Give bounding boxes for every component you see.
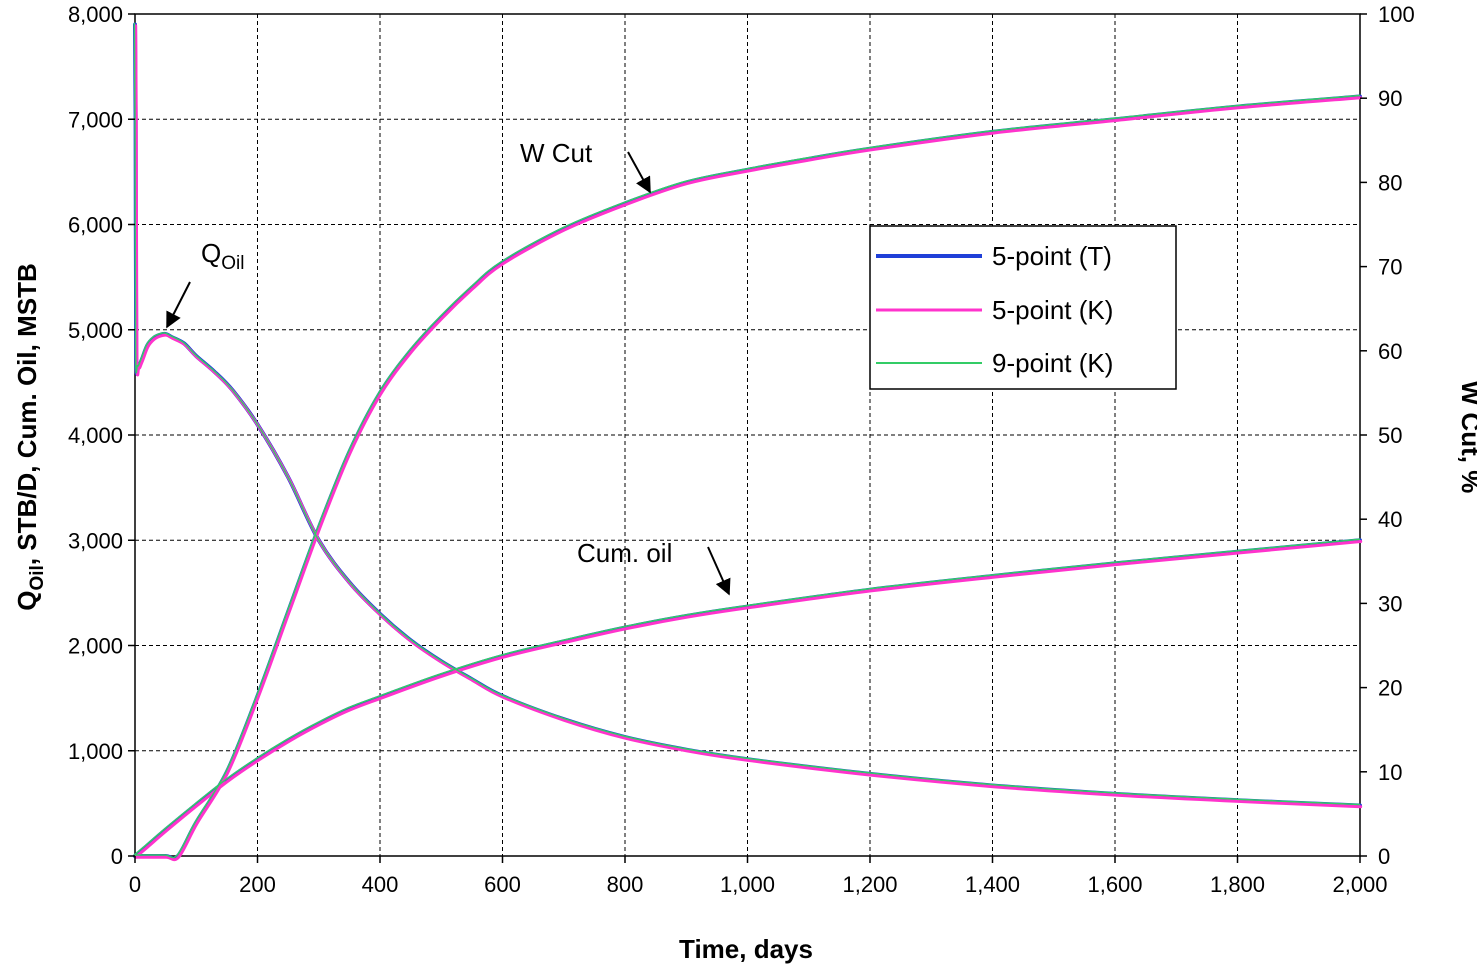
y-left-axis-title: QOil, STB/D, Cum. Oil, MSTB	[12, 263, 48, 610]
legend-label-9-point-k: 9-point (K)	[992, 348, 1113, 378]
annotation-qoil-main: Q	[201, 238, 221, 268]
annotation-qoil: QOil	[166, 238, 244, 329]
y-left-tick-label: 0	[111, 844, 123, 869]
series-layer	[133, 22, 1363, 862]
y-right-tick-label: 70	[1378, 255, 1402, 280]
x-tick-label: 800	[607, 872, 644, 897]
legend: 5-point (T) 5-point (K) 9-point (K)	[869, 225, 1177, 390]
y-right-tick-label: 0	[1378, 844, 1390, 869]
y-right-axis-ticks: 0 10 20 30 40 50 60 70 80 90 100	[1360, 2, 1415, 869]
y-left-title-main: Q	[12, 591, 42, 611]
y-left-title-rest: , STB/D, Cum. Oil, MSTB	[12, 263, 42, 565]
y-left-tick-label: 7,000	[68, 107, 123, 132]
y-right-tick-label: 10	[1378, 760, 1402, 785]
series-line-qoil-5-point-k	[134, 24, 1363, 809]
y-left-title-sub: Oil	[27, 565, 48, 590]
series-line-cumoil-5-point-k	[134, 540, 1363, 859]
y-right-tick-label: 30	[1378, 591, 1402, 616]
y-right-tick-label: 60	[1378, 339, 1402, 364]
grid-lines	[135, 14, 1360, 856]
y-right-tick-label: 80	[1378, 170, 1402, 195]
x-tick-label: 1,000	[720, 872, 775, 897]
y-left-axis-ticks: 0 1,000 2,000 3,000 4,000 5,000 6,000 7,000 8,00…	[68, 2, 135, 869]
x-tick-label: 1,800	[1210, 872, 1265, 897]
y-right-tick-label: 50	[1378, 423, 1402, 448]
y-right-axis-title: W Cut, %	[1456, 381, 1477, 494]
series-line-wcut-5-point-k	[134, 96, 1363, 862]
y-left-tick-label: 4,000	[68, 423, 123, 448]
x-tick-label: 1,600	[1087, 872, 1142, 897]
series-line-wcut-9-point-k	[133, 94, 1361, 859]
x-tick-label: 400	[362, 872, 399, 897]
legend-label-5-point-t: 5-point (T)	[992, 241, 1112, 271]
annotation-qoil-label: QOil	[201, 238, 244, 274]
y-left-tick-label: 3,000	[68, 528, 123, 553]
annotation-cumoil-label: Cum. oil	[577, 538, 672, 568]
y-left-tick-label: 1,000	[68, 739, 123, 764]
legend-box	[869, 225, 1177, 390]
annotation-qoil-sub: Oil	[221, 253, 244, 274]
y-left-tick-label: 2,000	[68, 634, 123, 659]
y-left-tick-label: 8,000	[68, 2, 123, 27]
annotation-qoil-arrow	[166, 281, 191, 329]
x-tick-label: 200	[239, 872, 276, 897]
x-tick-label: 1,200	[842, 872, 897, 897]
x-axis-title: Time, days	[679, 934, 813, 964]
x-tick-label: 2,000	[1332, 872, 1387, 897]
y-right-tick-label: 100	[1378, 2, 1415, 27]
annotation-cumoil-arrow	[707, 546, 731, 596]
x-tick-label: 1,400	[965, 872, 1020, 897]
legend-label-5-point-k: 5-point (K)	[992, 295, 1113, 325]
annotation-wcut-arrow	[627, 151, 651, 194]
series-line-qoil-9-point-k	[133, 22, 1361, 806]
annotation-cumoil: Cum. oil	[577, 538, 731, 596]
y-left-tick-label: 6,000	[68, 213, 123, 238]
y-right-tick-label: 40	[1378, 507, 1402, 532]
annotation-wcut-label: W Cut	[520, 138, 593, 168]
y-right-tick-label: 20	[1378, 676, 1402, 701]
y-left-tick-label: 5,000	[68, 318, 123, 343]
x-tick-label: 600	[484, 872, 521, 897]
x-tick-label: 0	[129, 872, 141, 897]
series-line-cumoil-9-point-k	[133, 538, 1361, 856]
x-axis-ticks: 0 200 400 600 800 1,000 1,200 1,400 1,600 1,800 2,…	[129, 856, 1388, 897]
annotation-wcut: W Cut	[520, 138, 651, 194]
y-right-tick-label: 90	[1378, 86, 1402, 111]
